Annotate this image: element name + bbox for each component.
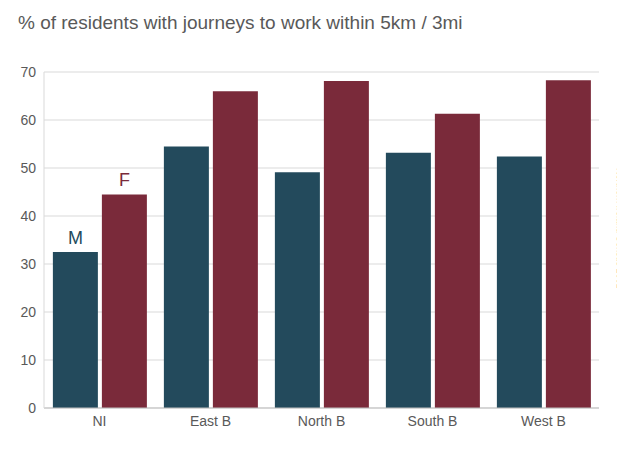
svg-text:40: 40 (20, 208, 36, 224)
svg-text:M: M (68, 228, 83, 248)
svg-text:70: 70 (20, 64, 36, 80)
svg-text:50: 50 (20, 160, 36, 176)
svg-text:East B: East B (190, 413, 231, 429)
svg-text:30: 30 (20, 256, 36, 272)
html-text:Northern Ireland Census 2001: Northern Ireland Census 2001 (615, 168, 625, 289)
svg-text:South B: South B (408, 413, 458, 429)
svg-text:10: 10 (20, 352, 36, 368)
svg-text:20: 20 (20, 304, 36, 320)
html-text:% of residents with journeys t: % of residents with journeys to work wit… (18, 12, 463, 33)
svg-text:West B: West B (521, 413, 566, 429)
svg-text:0: 0 (28, 400, 36, 416)
svg-text:60: 60 (20, 112, 36, 128)
svg-text:F: F (119, 170, 130, 190)
svg-text:North B: North B (298, 413, 345, 429)
svg-text:NI: NI (93, 413, 107, 429)
